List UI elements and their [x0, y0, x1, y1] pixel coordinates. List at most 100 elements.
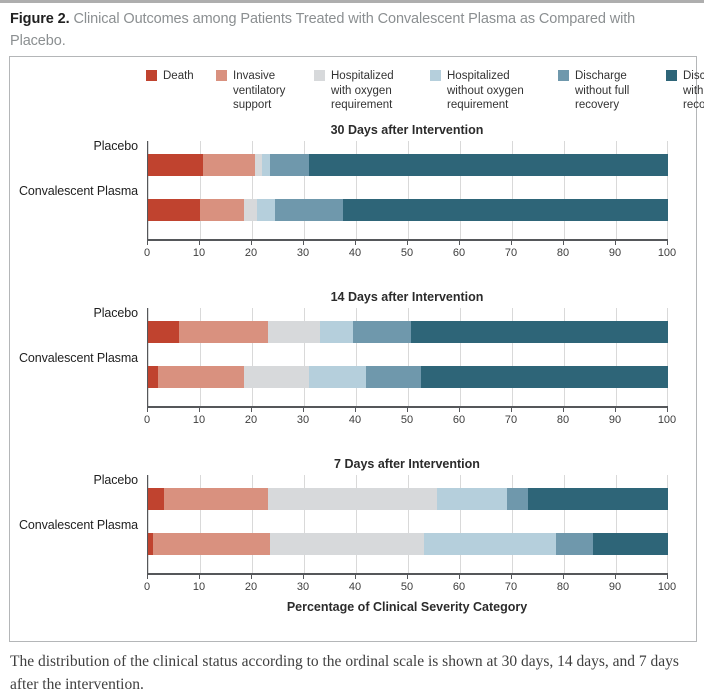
axis-tick [615, 575, 616, 579]
axis-tick [667, 241, 668, 245]
chart-legend: Death Invasive ventilatory support Hospita… [146, 69, 704, 113]
legend-label: Hospitalized without oxygen requirement [447, 70, 524, 112]
row-label: Placebo [93, 473, 139, 487]
axis-tick [511, 575, 512, 579]
axis-tick-label: 0 [143, 414, 151, 426]
axis-tick-label: 100 [657, 247, 677, 259]
legend-item: Hospitalized without oxygen requirement [430, 69, 541, 113]
axis-tick [459, 408, 460, 412]
axis-tick-label: 80 [556, 414, 570, 426]
stacked-bar [148, 321, 668, 343]
chart-panel-1: 30 Days after Intervention Placebo Convale… [10, 123, 696, 288]
axis-tick-label: 60 [452, 247, 466, 259]
bar-segment-invasive-ventilatory-support [200, 199, 245, 221]
stacked-bar [148, 366, 668, 388]
row-label: Placebo [93, 306, 139, 320]
axis-tick [615, 241, 616, 245]
bar-segment-invasive-ventilatory-support [158, 366, 245, 388]
stacked-bar [148, 533, 668, 555]
figure-caption: The distribution of the clinical status … [10, 653, 679, 694]
bar-segment-hospitalized-without-oxygen-requirement [309, 366, 367, 388]
axis-tick [199, 408, 200, 412]
axis-tick-label: 20 [244, 581, 258, 593]
axis-tick [407, 575, 408, 579]
legend-swatch-2 [216, 70, 227, 81]
bar-segment-discharge-with-full-recovery [592, 533, 668, 555]
panel-title: 7 Days after Intervention [334, 457, 480, 471]
axis-tick-label: 40 [348, 414, 362, 426]
axis-tick [667, 575, 668, 579]
bar-segment-death [148, 533, 154, 555]
axis-tick-label: 80 [556, 581, 570, 593]
axis-tick [251, 408, 252, 412]
row-label: Convalescent Plasma [19, 351, 138, 365]
axis-tick-label: 70 [504, 581, 518, 593]
axis-tick-label: 10 [192, 581, 206, 593]
stacked-bar [148, 488, 668, 510]
bar-segment-hospitalized-with-oxygen-requirement [254, 154, 263, 176]
bar-segment-discharge-without-full-recovery [366, 366, 421, 388]
bar-segment-discharge-with-full-recovery [342, 199, 668, 221]
bar-segment-hospitalized-with-oxygen-requirement [244, 199, 258, 221]
bar-segment-hospitalized-without-oxygen-requirement [423, 533, 557, 555]
axis-tick [563, 408, 564, 412]
axis-tick-label: 70 [504, 414, 518, 426]
bar-segment-hospitalized-without-oxygen-requirement [257, 199, 276, 221]
figure-panel-box: Death Invasive ventilatory support Hospita… [9, 56, 704, 642]
bar-segment-discharge-with-full-recovery [309, 154, 668, 176]
axis-tick-label: 0 [143, 581, 151, 593]
row-label: Convalescent Plasma [19, 184, 138, 198]
stacked-bar [148, 154, 668, 176]
panel-title: 30 Days after Intervention [330, 123, 484, 137]
bar-segment-discharge-with-full-recovery [527, 488, 668, 510]
legend-swatch-1 [146, 70, 157, 81]
axis-tick [251, 575, 252, 579]
bar-segment-death [148, 488, 164, 510]
legend-label: Invasive ventilatory support [233, 70, 286, 112]
chart-panel-2: 14 Days after Intervention Placebo Convale… [10, 290, 696, 455]
bar-segment-death [148, 321, 180, 343]
bar-segment-discharge-without-full-recovery [506, 488, 528, 510]
x-axis-label: Percentage of Clinical Severity Category [286, 600, 528, 614]
bar-segment-invasive-ventilatory-support [179, 321, 268, 343]
axis-tick-label: 80 [556, 247, 570, 259]
axis-tick-label: 50 [400, 247, 414, 259]
bar-segment-invasive-ventilatory-support [202, 154, 255, 176]
axis-tick [667, 408, 668, 412]
axis-tick-label: 70 [504, 247, 518, 259]
bar-segment-discharge-without-full-recovery [270, 154, 310, 176]
axis-tick-label: 60 [452, 581, 466, 593]
axis-tick [407, 408, 408, 412]
axis-tick-label: 0 [143, 247, 151, 259]
bar-segment-discharge-without-full-recovery [556, 533, 593, 555]
axis-tick [355, 575, 356, 579]
stacked-bar [148, 199, 668, 221]
axis-tick-label: 30 [296, 581, 310, 593]
legend-label: Hospitalized with oxygen requirement [331, 70, 394, 112]
axis-tick-label: 90 [608, 414, 622, 426]
axis-tick-label: 50 [400, 414, 414, 426]
bar-segment-hospitalized-with-oxygen-requirement [267, 488, 437, 510]
axis-tick [199, 241, 200, 245]
bar-segment-discharge-with-full-recovery [410, 321, 668, 343]
axis-tick [303, 241, 304, 245]
axis-tick-label: 40 [348, 247, 362, 259]
axis-tick [459, 575, 460, 579]
bar-segment-discharge-without-full-recovery [275, 199, 343, 221]
axis-tick [511, 241, 512, 245]
axis-tick [147, 575, 148, 579]
axis-tick [199, 575, 200, 579]
axis-tick [563, 575, 564, 579]
axis-tick [355, 241, 356, 245]
row-label: Placebo [93, 139, 139, 153]
panel-title: 14 Days after Intervention [330, 290, 484, 304]
bar-segment-invasive-ventilatory-support [153, 533, 271, 555]
figure-title-text: Clinical Outcomes among Patients Treated… [10, 11, 636, 50]
chart-panel-3: 7 Days after Intervention Placebo Convales… [10, 457, 696, 622]
legend-item: Discharge with full recovery [666, 69, 704, 113]
top-divider-line [0, 0, 704, 3]
axis-tick [459, 241, 460, 245]
bar-segment-discharge-without-full-recovery [353, 321, 411, 343]
legend-label: Death [163, 70, 194, 82]
axis-tick [563, 241, 564, 245]
